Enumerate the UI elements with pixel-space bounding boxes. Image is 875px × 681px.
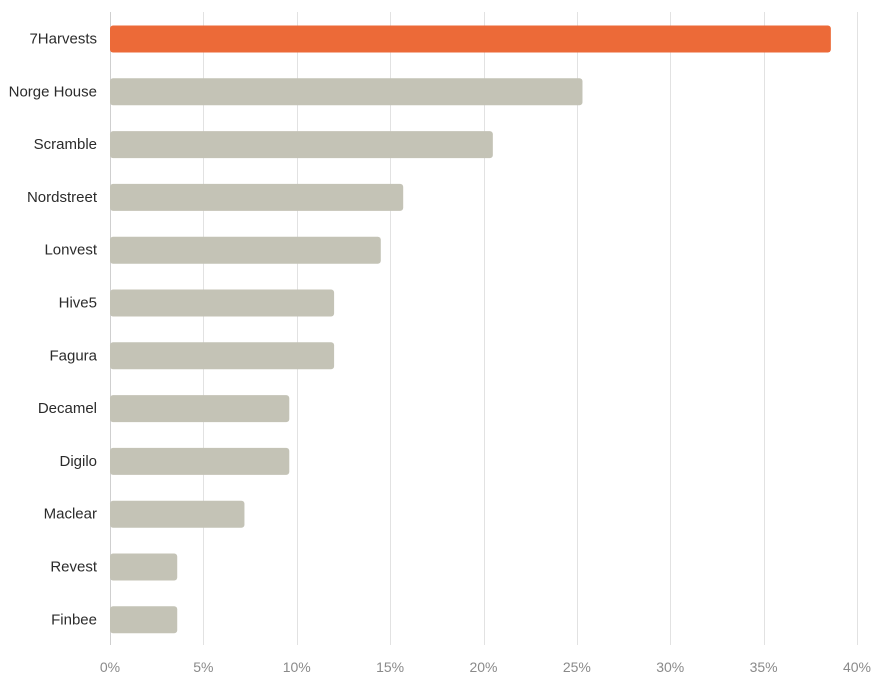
bar-digilo [110, 447, 290, 475]
category-label-finbee: Finbee [51, 611, 97, 628]
category-label-norge-house: Norge House [9, 83, 97, 100]
bar-series [110, 25, 831, 634]
x-tick-label-25: 25% [563, 659, 591, 675]
category-label-fagura: Fagura [49, 347, 97, 364]
bar-norge-house [110, 78, 583, 106]
category-label-hive5: Hive5 [59, 295, 97, 312]
x-tick-label-5: 5% [193, 659, 213, 675]
x-tick-label-30: 30% [656, 659, 684, 675]
x-tick-label-40: 40% [843, 659, 871, 675]
category-label-revest: Revest [50, 559, 98, 576]
x-tick-label-20: 20% [469, 659, 497, 675]
bar-revest [110, 553, 178, 581]
category-label-scramble: Scramble [34, 136, 97, 153]
category-label-digilo: Digilo [59, 453, 97, 470]
x-tick-label-35: 35% [750, 659, 778, 675]
bar-nordstreet [110, 183, 404, 211]
category-label-nordstreet: Nordstreet [27, 189, 98, 206]
bar-hive5 [110, 289, 335, 317]
x-tick-label-10: 10% [283, 659, 311, 675]
category-labels: 7Harvests Norge House Scramble Nordstreet Lo… [9, 31, 98, 629]
bar-maclear [110, 500, 245, 528]
category-label-maclear: Maclear [44, 506, 97, 523]
bar-finbee [110, 606, 178, 634]
category-label-decamel: Decamel [38, 400, 97, 417]
category-label-7harvests: 7Harvests [29, 31, 97, 48]
x-axis-tick-labels: 0% 5% 10% 15% 20% 25% 30% 35% 40% [100, 659, 871, 675]
bar-lonvest [110, 236, 381, 264]
bar-decamel [110, 395, 290, 423]
bar-fagura [110, 342, 335, 370]
bar-7harvests [110, 25, 831, 53]
category-label-lonvest: Lonvest [44, 242, 97, 259]
x-tick-label-15: 15% [376, 659, 404, 675]
x-tick-label-0: 0% [100, 659, 120, 675]
grid-lines [110, 12, 858, 645]
bar-scramble [110, 131, 493, 159]
